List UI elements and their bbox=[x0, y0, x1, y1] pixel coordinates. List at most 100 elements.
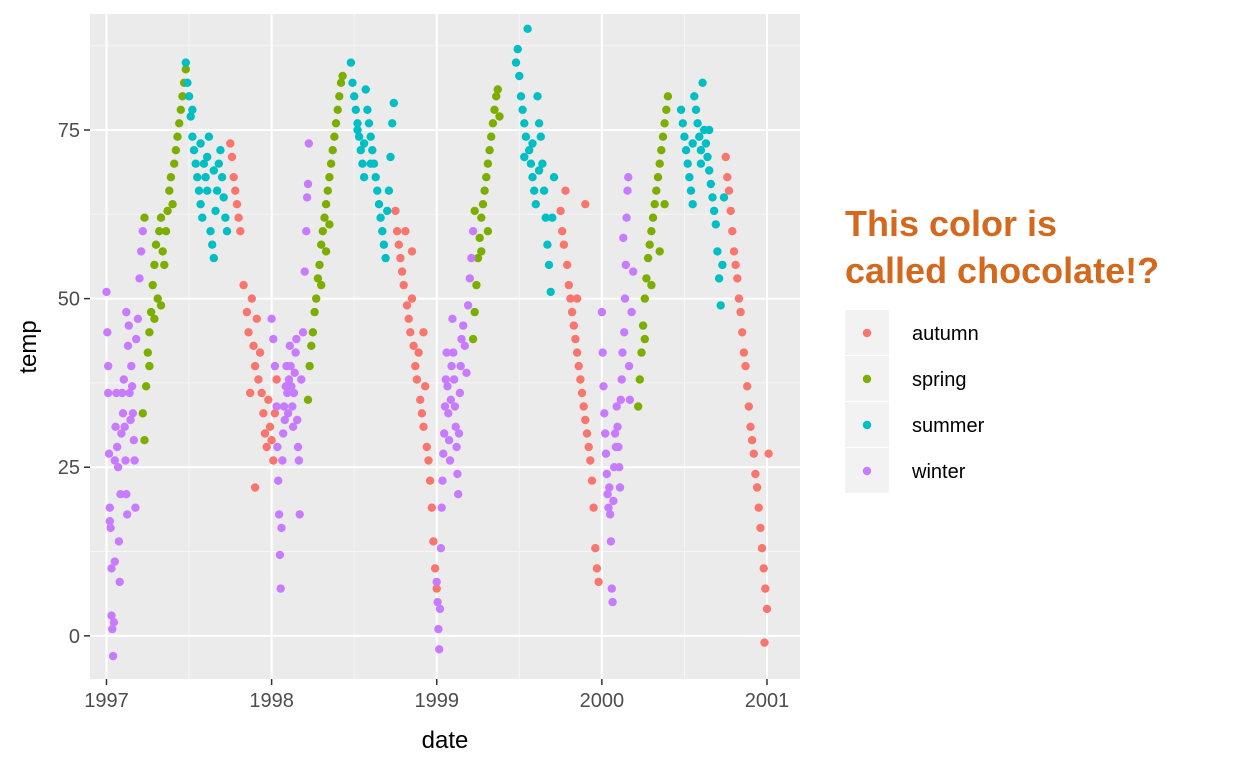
legend-label-summer: summer bbox=[912, 415, 985, 437]
point-summer bbox=[206, 227, 215, 236]
point-winter bbox=[600, 409, 609, 418]
point-summer bbox=[348, 78, 357, 88]
point-summer bbox=[528, 173, 537, 182]
point-summer bbox=[359, 173, 369, 182]
point-winter bbox=[110, 456, 120, 465]
point-autumn bbox=[569, 321, 578, 330]
point-spring bbox=[312, 294, 321, 303]
point-autumn bbox=[584, 442, 593, 452]
point-summer bbox=[534, 166, 544, 175]
point-winter bbox=[113, 463, 123, 472]
point-winter bbox=[293, 415, 302, 425]
point-summer bbox=[388, 119, 397, 128]
point-summer bbox=[691, 105, 701, 115]
point-spring bbox=[642, 274, 651, 283]
point-winter bbox=[123, 510, 132, 519]
point-summer bbox=[222, 227, 232, 236]
point-winter bbox=[302, 227, 311, 236]
point-spring bbox=[660, 119, 669, 128]
point-winter bbox=[460, 341, 469, 350]
point-summer bbox=[530, 186, 539, 195]
point-spring bbox=[305, 361, 314, 371]
y-tick-label: 50 bbox=[58, 289, 80, 311]
point-winter bbox=[451, 422, 460, 431]
point-winter bbox=[449, 375, 459, 384]
point-winter bbox=[128, 409, 138, 418]
point-winter bbox=[293, 442, 303, 452]
point-summer bbox=[366, 159, 375, 168]
point-winter bbox=[452, 442, 461, 452]
point-autumn bbox=[729, 247, 739, 256]
point-winter bbox=[604, 503, 613, 512]
point-summer bbox=[181, 58, 190, 67]
point-spring bbox=[138, 409, 147, 418]
legend-item-autumn: autumn bbox=[845, 310, 979, 355]
point-winter bbox=[598, 348, 607, 357]
x-tick-label: 2000 bbox=[580, 690, 625, 712]
point-spring bbox=[492, 92, 501, 101]
point-summer bbox=[188, 132, 197, 141]
point-summer bbox=[703, 152, 712, 162]
point-winter bbox=[629, 267, 638, 276]
point-winter bbox=[434, 624, 443, 634]
point-winter bbox=[295, 510, 304, 519]
point-autumn bbox=[762, 604, 772, 614]
point-autumn bbox=[401, 227, 410, 236]
point-winter bbox=[624, 173, 633, 182]
point-winter bbox=[283, 388, 292, 398]
point-autumn bbox=[236, 227, 245, 236]
point-winter bbox=[605, 483, 614, 492]
point-autumn bbox=[419, 328, 428, 337]
point-summer bbox=[693, 119, 702, 128]
point-spring bbox=[141, 382, 151, 391]
point-winter bbox=[457, 334, 466, 344]
point-winter bbox=[283, 409, 293, 418]
point-summer bbox=[384, 186, 394, 195]
point-autumn bbox=[592, 564, 602, 573]
point-summer bbox=[683, 159, 692, 168]
point-winter bbox=[435, 645, 444, 654]
point-summer bbox=[376, 213, 385, 222]
point-winter bbox=[619, 233, 628, 243]
point-winter bbox=[613, 422, 622, 431]
point-summer bbox=[701, 139, 711, 148]
point-autumn bbox=[252, 314, 261, 323]
point-winter bbox=[620, 328, 629, 337]
legend-item-spring: spring bbox=[845, 356, 966, 401]
point-summer bbox=[528, 139, 537, 148]
point-autumn bbox=[726, 206, 735, 216]
point-winter bbox=[124, 321, 133, 330]
point-spring bbox=[156, 301, 166, 310]
point-winter bbox=[465, 274, 474, 283]
point-winter bbox=[450, 402, 460, 411]
point-autumn bbox=[579, 402, 588, 411]
point-spring bbox=[472, 280, 481, 290]
point-spring bbox=[178, 92, 187, 101]
point-autumn bbox=[576, 375, 585, 384]
point-winter bbox=[610, 429, 620, 438]
point-winter bbox=[105, 503, 115, 512]
point-summer bbox=[199, 159, 209, 168]
point-autumn bbox=[587, 476, 597, 485]
point-spring bbox=[317, 240, 326, 249]
point-winter bbox=[277, 523, 286, 533]
point-winter bbox=[279, 429, 288, 438]
point-spring bbox=[475, 233, 484, 243]
point-spring bbox=[321, 247, 331, 256]
point-autumn bbox=[734, 294, 744, 303]
point-spring bbox=[480, 186, 489, 195]
point-summer bbox=[203, 152, 212, 162]
point-winter bbox=[435, 604, 445, 614]
point-autumn bbox=[414, 348, 423, 357]
point-spring bbox=[470, 206, 479, 216]
point-autumn bbox=[567, 307, 577, 317]
point-summer bbox=[520, 119, 529, 128]
point-summer bbox=[363, 105, 372, 115]
point-autumn bbox=[581, 200, 590, 209]
point-summer bbox=[681, 146, 691, 155]
point-winter bbox=[449, 348, 458, 357]
point-winter bbox=[278, 456, 287, 465]
point-winter bbox=[606, 537, 616, 546]
point-summer bbox=[714, 274, 724, 283]
point-winter bbox=[432, 577, 441, 587]
